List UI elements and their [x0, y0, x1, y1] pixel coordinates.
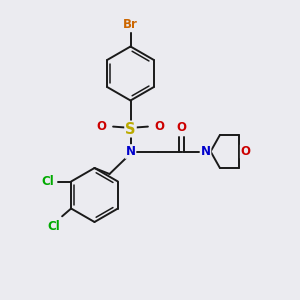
Text: N: N	[200, 145, 211, 158]
Text: O: O	[176, 121, 187, 134]
Text: Cl: Cl	[48, 220, 60, 233]
Text: S: S	[125, 122, 136, 136]
Text: O: O	[154, 120, 164, 133]
Text: Cl: Cl	[42, 175, 54, 188]
Text: O: O	[241, 145, 251, 158]
Text: Br: Br	[123, 18, 138, 32]
Text: N: N	[125, 145, 136, 158]
Text: O: O	[97, 120, 107, 133]
